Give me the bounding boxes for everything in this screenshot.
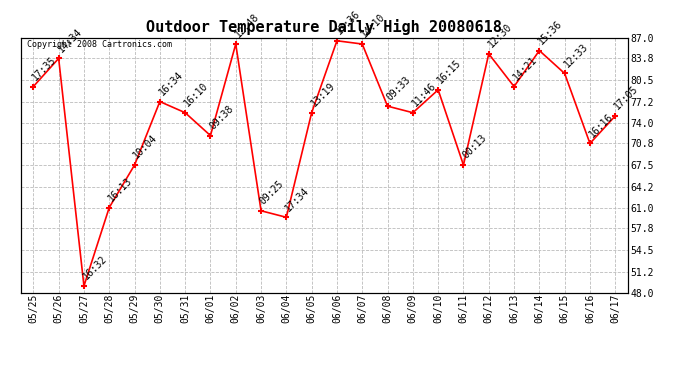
Text: Copyright 2008 Cartronics.com: Copyright 2008 Cartronics.com	[27, 40, 172, 49]
Text: 13:19: 13:19	[308, 81, 337, 108]
Text: 12:48: 12:48	[233, 12, 261, 40]
Text: 16:10: 16:10	[182, 81, 210, 108]
Text: 12:33: 12:33	[562, 42, 589, 69]
Text: 10:04: 10:04	[132, 133, 159, 161]
Text: 09:25: 09:25	[258, 179, 286, 207]
Text: 17:35: 17:35	[30, 54, 58, 82]
Text: 14:10: 14:10	[359, 12, 387, 40]
Text: 14:34: 14:34	[56, 26, 83, 54]
Text: 15:36: 15:36	[536, 19, 564, 46]
Text: 16:16: 16:16	[587, 111, 615, 139]
Text: 16:32: 16:32	[81, 254, 109, 282]
Text: 17:34: 17:34	[284, 185, 311, 213]
Text: 17:05: 17:05	[612, 84, 640, 112]
Text: 16:15: 16:15	[435, 58, 463, 86]
Text: 11:46: 11:46	[410, 81, 437, 108]
Title: Outdoor Temperature Daily High 20080618: Outdoor Temperature Daily High 20080618	[146, 19, 502, 35]
Text: 16:34: 16:34	[157, 70, 185, 98]
Text: 09:38: 09:38	[208, 104, 235, 131]
Text: 09:33: 09:33	[384, 74, 413, 102]
Text: 00:13: 00:13	[460, 133, 489, 161]
Text: 16:13: 16:13	[106, 176, 134, 203]
Text: 12:30: 12:30	[486, 22, 513, 50]
Text: 17:36: 17:36	[334, 9, 362, 37]
Text: 14:21: 14:21	[511, 54, 539, 82]
